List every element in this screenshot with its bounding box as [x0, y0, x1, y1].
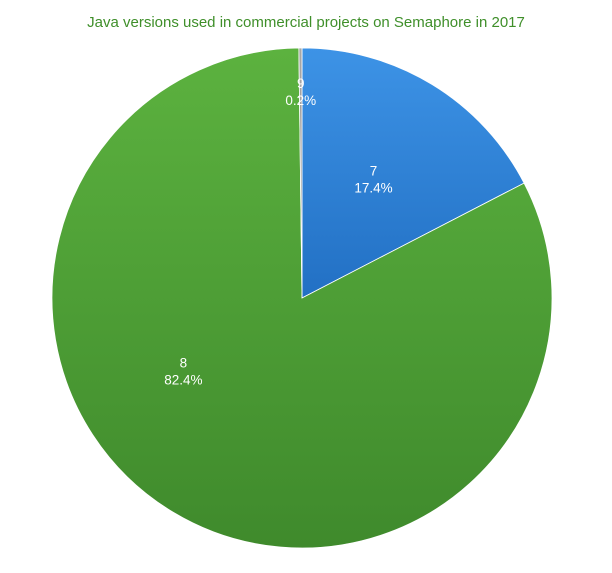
pie-slices — [51, 47, 553, 549]
slice-percent-7: 17.4% — [354, 181, 392, 196]
slice-label-8: 8 — [180, 355, 188, 370]
slice-label-9: 9 — [297, 76, 305, 91]
pie-slice-7 — [301, 47, 525, 299]
slice-label-7: 7 — [370, 164, 378, 179]
slice-percent-9: 0.2% — [285, 93, 316, 108]
chart-title: Java versions used in commercial project… — [87, 14, 525, 31]
slice-percent-8: 82.4% — [164, 372, 202, 387]
pie-labels: 7 17.4% 8 82.4% 9 0.2% — [164, 76, 392, 387]
pie-slice-9 — [298, 47, 303, 299]
pie-slice-8 — [51, 47, 553, 549]
